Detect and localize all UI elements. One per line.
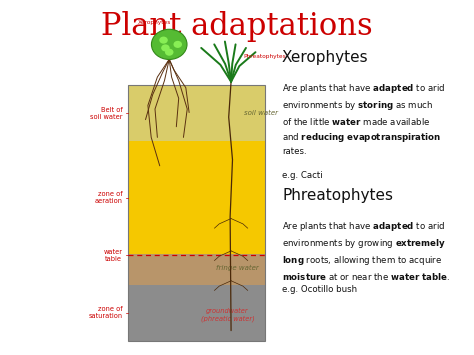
Text: Phreatophytes: Phreatophytes <box>243 54 286 59</box>
Text: Are plants that have $\mathbf{adapted}$ to arid
environments by growing $\mathbf: Are plants that have $\mathbf{adapted}$ … <box>282 220 450 294</box>
Text: zone of
aeration: zone of aeration <box>94 191 122 204</box>
Ellipse shape <box>165 49 173 56</box>
Text: soil water: soil water <box>244 110 278 116</box>
Text: Xerophytes: Xerophytes <box>282 50 369 65</box>
Text: water
table: water table <box>103 248 122 262</box>
Text: Phreatophytes: Phreatophytes <box>282 188 393 203</box>
Bar <box>128 141 265 254</box>
Ellipse shape <box>151 29 187 59</box>
Text: zone of
saturation: zone of saturation <box>88 306 122 319</box>
Text: fringe water: fringe water <box>216 265 258 271</box>
Ellipse shape <box>161 44 170 51</box>
Text: Plant adaptations: Plant adaptations <box>101 11 373 42</box>
Bar <box>128 85 265 341</box>
Text: groundwater
(phreatic water): groundwater (phreatic water) <box>201 308 255 322</box>
Bar <box>128 254 265 285</box>
Ellipse shape <box>173 41 182 48</box>
Text: Xerophytes: Xerophytes <box>138 20 172 25</box>
Bar <box>128 285 265 341</box>
Bar <box>128 85 265 141</box>
Ellipse shape <box>159 37 168 44</box>
Text: Belt of
soil water: Belt of soil water <box>90 107 122 120</box>
Text: Are plants that have $\mathbf{adapted}$ to arid
environments by $\mathbf{storing: Are plants that have $\mathbf{adapted}$ … <box>282 82 445 180</box>
